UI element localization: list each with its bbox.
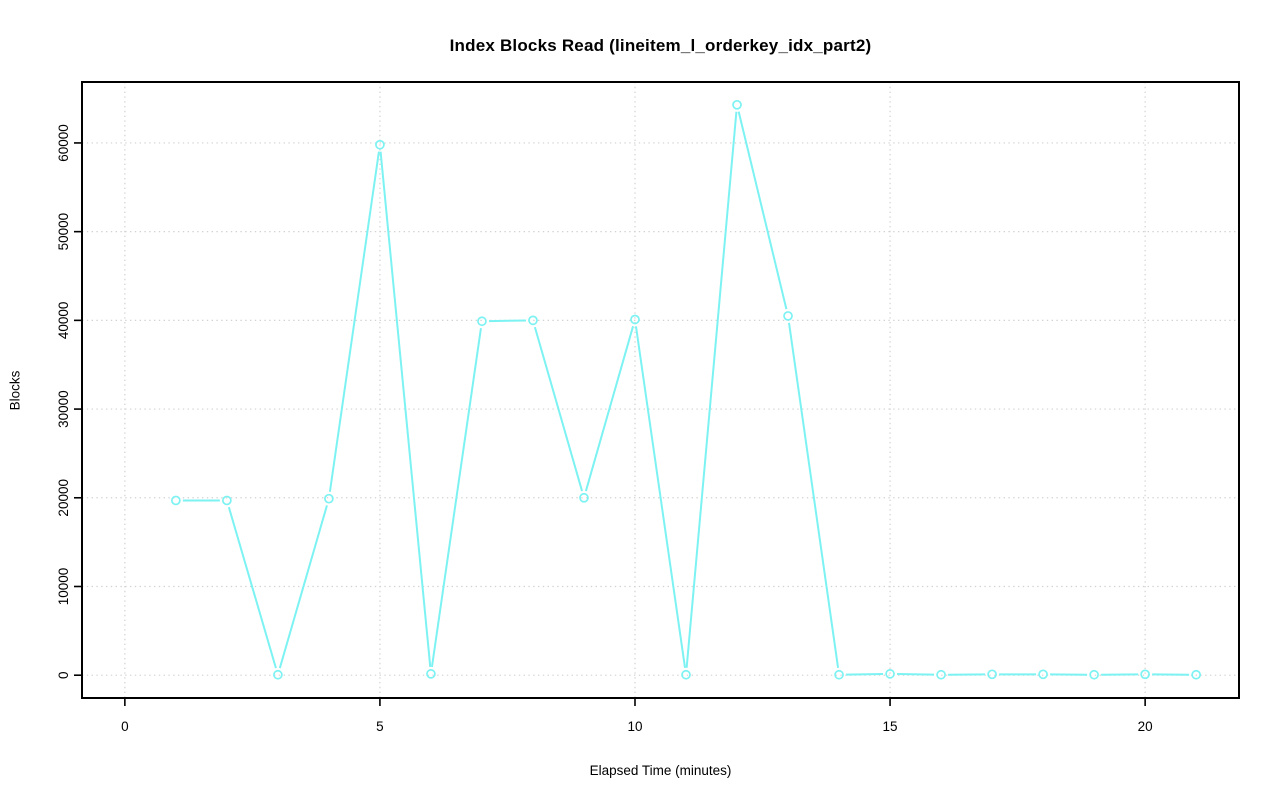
plot-border (81, 81, 1240, 699)
data-point-marker (1038, 669, 1048, 680)
data-point-marker (426, 669, 436, 679)
x-tick-label: 10 (627, 719, 642, 734)
chart-title: Index Blocks Read (lineitem_l_orderkey_i… (449, 36, 872, 55)
data-point-marker (528, 315, 538, 326)
y-tick-label: 30000 (56, 390, 71, 428)
data-line (182, 111, 1190, 676)
data-point-marker (375, 139, 385, 150)
data-point-marker (885, 669, 895, 679)
axes: 0 5 10 15 20 0 10000 20000 30000 40000 50000 60000 (56, 124, 1153, 734)
data-segment (788, 322, 840, 668)
data-point-marker (477, 316, 487, 327)
data-segment (488, 319, 526, 323)
data-segment (430, 328, 482, 668)
data-segment (328, 151, 380, 492)
data-segment (533, 326, 584, 492)
data-segment (584, 325, 635, 492)
data-point-marker (1140, 669, 1150, 680)
y-tick-label: 50000 (56, 213, 71, 251)
data-point-marker (630, 314, 640, 325)
data-point-marker (936, 669, 946, 680)
data-point-marker (171, 495, 181, 506)
data-segment (227, 506, 277, 669)
data-point-marker (273, 669, 283, 680)
data-segment (634, 326, 687, 668)
x-tick-label: 0 (121, 719, 129, 734)
y-tick-label: 60000 (56, 124, 71, 162)
data-point-marker (324, 493, 334, 504)
data-segment (379, 151, 432, 667)
data-point-marker (987, 669, 997, 680)
y-tick-label: 20000 (56, 479, 71, 517)
data-point-marker (783, 311, 793, 321)
data-point-marker (1089, 669, 1099, 680)
y-tick-label: 40000 (56, 302, 71, 340)
data-point-marker (834, 669, 844, 680)
x-axis-label: Elapsed Time (minutes) (589, 763, 732, 778)
x-tick-label: 15 (883, 719, 898, 734)
data-segment (897, 672, 935, 676)
data-point-marker (681, 669, 691, 680)
data-segment (846, 672, 884, 676)
data-point-marker (579, 492, 589, 503)
y-tick-label: 10000 (56, 568, 71, 606)
data-point-marker (732, 99, 742, 110)
data-segment (737, 111, 788, 310)
x-tick-label: 5 (376, 719, 384, 734)
data-points (171, 99, 1201, 680)
y-tick-label: 0 (56, 671, 71, 679)
data-point-marker (1191, 669, 1201, 680)
data-point-marker (222, 495, 232, 506)
data-segment (685, 111, 738, 668)
data-segment (278, 505, 328, 669)
grid (82, 82, 1239, 698)
x-tick-label: 20 (1138, 719, 1153, 734)
